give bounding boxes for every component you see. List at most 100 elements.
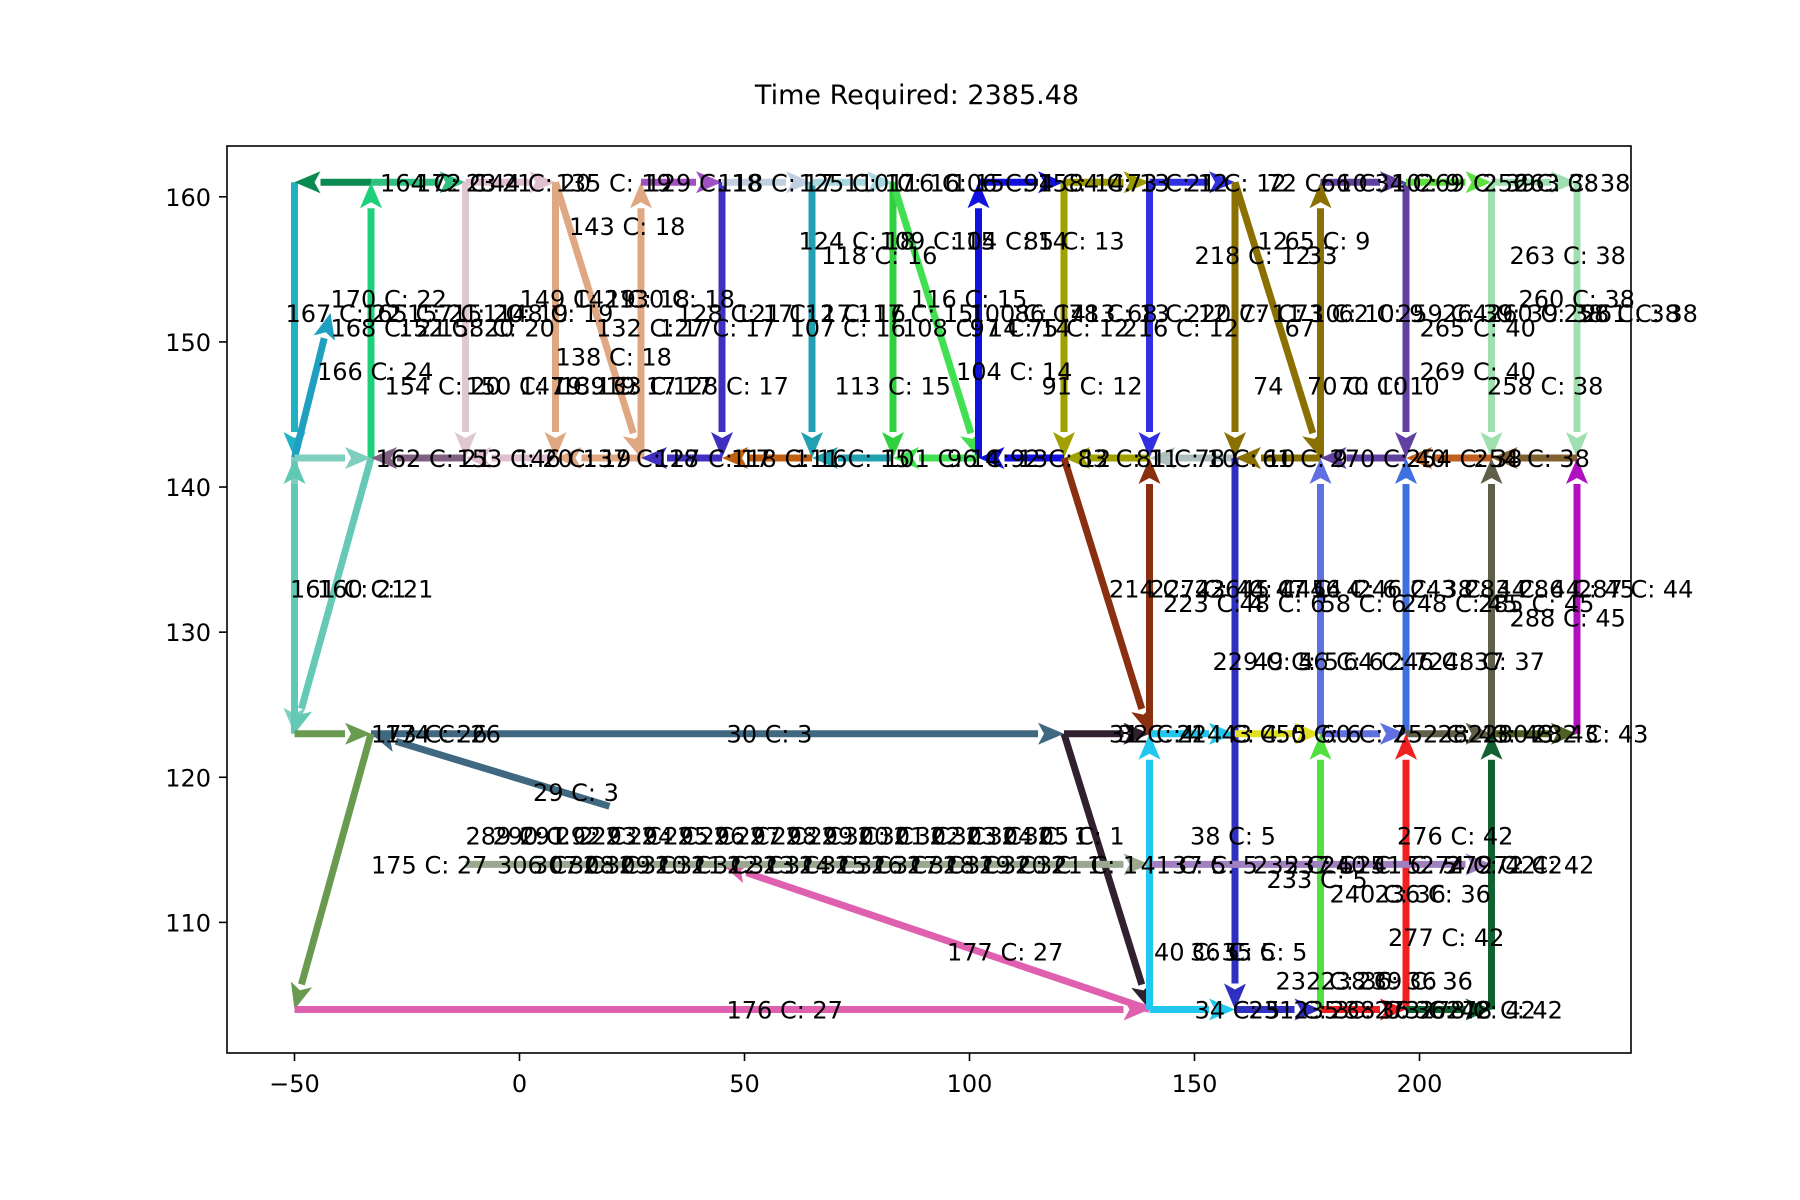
edge-label: 133 C: 17	[596, 372, 712, 400]
edge-label: 60 C: 7	[1321, 721, 1407, 749]
edge-arrowhead	[1566, 432, 1588, 459]
edge-label: 272 C: 42	[1478, 851, 1594, 879]
edge-line	[889, 181, 975, 435]
edge-label: 283 C: 44	[1465, 576, 1581, 604]
edge-arrow	[555, 447, 641, 470]
x-tick: −50	[269, 1053, 320, 1098]
edge-label: 321 C: 1	[1037, 851, 1138, 879]
edge-arrow	[801, 182, 823, 459]
edge-label: 58 C: 6	[1321, 590, 1407, 618]
edge-arrowhead	[555, 447, 582, 470]
edge-arrow	[1224, 458, 1246, 1010]
edge-label: 74	[1253, 372, 1284, 400]
edge-label: 176 C: 27	[727, 996, 843, 1024]
edge-arrow	[1235, 447, 1321, 470]
edge-label: 118 C: 17	[718, 169, 834, 197]
edge-label: 316 C: 2	[857, 851, 958, 879]
edge-label: 299 C: 2	[808, 822, 909, 850]
edge-arrow	[722, 447, 812, 470]
edge-arrowhead	[371, 447, 397, 470]
edge-arrow	[371, 730, 611, 810]
edge-label: 118 C: 16	[821, 242, 937, 270]
edge-arrow	[290, 732, 375, 1010]
edge-label: 158 C: 20	[439, 314, 555, 342]
x-tick-label: 100	[947, 1070, 993, 1098]
x-tick: 100	[947, 1053, 993, 1098]
edge-arrow	[1566, 182, 1588, 459]
edge-label: 319 C: 2	[965, 851, 1066, 879]
edge-label: 264 C: 39	[1442, 300, 1558, 328]
edge-label: 86 C: 13	[1015, 300, 1116, 328]
edge-label: 49 C: 5	[1253, 648, 1339, 676]
edge-arrowhead	[1480, 733, 1503, 760]
edge-label: 263 C: 38	[1510, 242, 1626, 270]
edge-arrowhead	[1149, 447, 1176, 470]
edge-arrow	[1053, 182, 1075, 459]
edge-label: 220 C: 11	[1186, 300, 1302, 328]
edge-arrow	[1138, 733, 1161, 1010]
edge-arrow	[641, 447, 722, 470]
edge-arrowhead	[1123, 853, 1150, 876]
edge-arrowhead	[1209, 171, 1235, 194]
edge-label: 21 C: 12	[1186, 169, 1287, 197]
edge-line	[1060, 456, 1146, 710]
edge-label: 224 C: 4	[1177, 721, 1278, 749]
edge-label: 43 C: 5	[1222, 721, 1308, 749]
edge-label: 124 C: 18	[799, 227, 915, 255]
edge-label: 78 C: 10	[1195, 445, 1296, 473]
edge-arrow	[882, 182, 904, 459]
edge-arrowhead	[371, 730, 400, 752]
edge-label: 265 C: 40	[1420, 314, 1536, 342]
edge-label: 240 C: 5	[1321, 851, 1422, 879]
edge-label: 77 C: 10	[1240, 300, 1341, 328]
edge-label: 106 C: 15	[952, 169, 1068, 197]
edge-label: 282 C: 43	[1532, 721, 1648, 749]
edge-label: 113 C: 15	[835, 372, 951, 400]
edge-arrow	[1149, 722, 1235, 745]
edge-label: 298 C: 2	[772, 822, 873, 850]
edge-arrowhead	[1380, 171, 1406, 194]
edge-label: 83 C: 11	[1078, 445, 1179, 473]
edge-label: 248 C: 45	[1402, 590, 1518, 618]
edge-arrowhead	[345, 722, 371, 745]
edge-label: 280 C: 43	[1483, 721, 1599, 749]
edge-arrowhead	[1224, 432, 1246, 459]
edge-label: 147 C: 19	[520, 372, 636, 400]
edge-line	[745, 869, 1151, 1013]
edge-arrow	[291, 312, 335, 459]
edge-label: 50 C: 6	[1276, 721, 1362, 749]
edge-label: 73 C: 12	[1127, 169, 1228, 197]
edge-label: 109 C: 15	[880, 227, 996, 255]
plot-frame	[226, 145, 1632, 1054]
edge-label: 61 C: 9	[1262, 445, 1348, 473]
edge-label: 33	[1307, 242, 1338, 270]
edge-label: 167 C: 22	[286, 300, 402, 328]
edge-line	[291, 337, 328, 459]
edge-label: 149 C: 19	[520, 285, 636, 313]
edge-arrow	[1309, 182, 1332, 459]
edge-label: 128 C: 17	[677, 300, 793, 328]
edge-label: 291 C: 2	[520, 822, 621, 850]
edge-arrowhead	[1480, 458, 1503, 485]
edge-label: 305 C: 1	[1024, 822, 1125, 850]
edge-label: 117 C: 15	[857, 300, 973, 328]
edge-arrowhead	[1235, 447, 1261, 470]
chart-title: Time Required: 2385.48	[754, 80, 1079, 111]
x-tick-label: 50	[729, 1070, 760, 1098]
edge-arrowhead	[529, 171, 556, 194]
edge-label: 252 C: 43	[1393, 721, 1509, 749]
edge-label: 270 C: 40	[1330, 445, 1446, 473]
edge-label: 277 C: 42	[1388, 924, 1504, 952]
edge-label: 96 C: 13	[947, 445, 1048, 473]
edge-arrowhead	[1123, 722, 1150, 745]
edge-label: 143 C: 18	[569, 213, 685, 241]
edge-arrowhead	[1465, 998, 1492, 1021]
edge-label: 311 C: 2	[677, 851, 778, 879]
edge-label: 78 C: 13	[1069, 300, 1170, 328]
edge-arrowhead	[1465, 853, 1492, 876]
edge-label: 297 C: 2	[736, 822, 837, 850]
x-tick-label: −50	[269, 1070, 320, 1098]
edge-label: 72 C: 10	[1267, 169, 1368, 197]
